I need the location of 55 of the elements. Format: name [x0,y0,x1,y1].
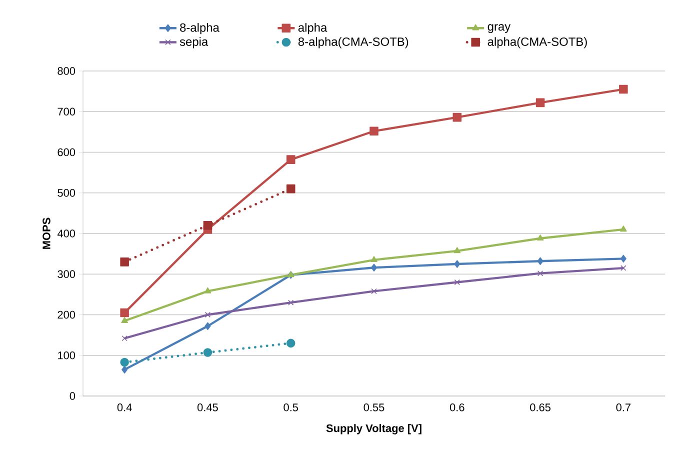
point [203,348,212,357]
point [120,258,129,266]
x-tick-label: 0.7 [616,404,630,412]
point [286,338,296,348]
y-tick-label: 700 [58,108,76,116]
point [454,247,461,254]
point [203,220,212,230]
point [620,254,626,263]
y-tick-label: 800 [58,67,76,75]
point [537,270,544,276]
point [370,126,378,136]
point [536,98,545,108]
point [122,366,128,374]
y-tick-label: 500 [58,189,76,197]
point [620,226,627,232]
point [370,256,378,262]
legend-label: sepia [180,37,208,48]
legend-label: gray [488,24,511,34]
point [454,279,460,286]
x-tick-label: 0.65 [530,404,550,412]
legend-label: alpha [298,23,328,34]
y-tick-label: 600 [58,148,76,156]
y-tick-label: 100 [58,352,76,360]
y-tick-label: 200 [58,310,76,319]
x-tick-label: 0.55 [364,404,384,412]
point [620,265,626,271]
y-axis-title: MOPS [42,218,50,249]
point [204,287,212,294]
legend-label: 8-alpha(CMA-SOTB) [298,37,408,48]
point [204,312,211,318]
point [286,184,296,194]
x-tick-label: 0.5 [284,404,298,412]
point [121,316,128,323]
legend-label: alpha(CMA-SOTB) [488,37,587,48]
point [204,322,211,330]
point [288,300,294,306]
point [536,234,544,241]
point [619,84,628,94]
x-tick-label: 0.4 [117,404,132,412]
point [122,335,128,342]
point [371,288,377,294]
x-tick-label: 0.6 [450,404,464,412]
legend-label: 8-alpha [180,23,220,34]
y-tick-label: 0 [70,392,76,400]
y-tick-label: 400 [57,230,76,238]
y-tick-label: 300 [58,270,76,278]
point [120,358,129,367]
point [537,257,544,266]
point [452,112,462,122]
point [454,260,460,268]
point [120,308,129,318]
point [370,264,378,272]
x-tick-label: 0.45 [197,404,218,412]
x-axis-title: Supply Voltage [V] [326,424,422,434]
point [286,155,296,164]
